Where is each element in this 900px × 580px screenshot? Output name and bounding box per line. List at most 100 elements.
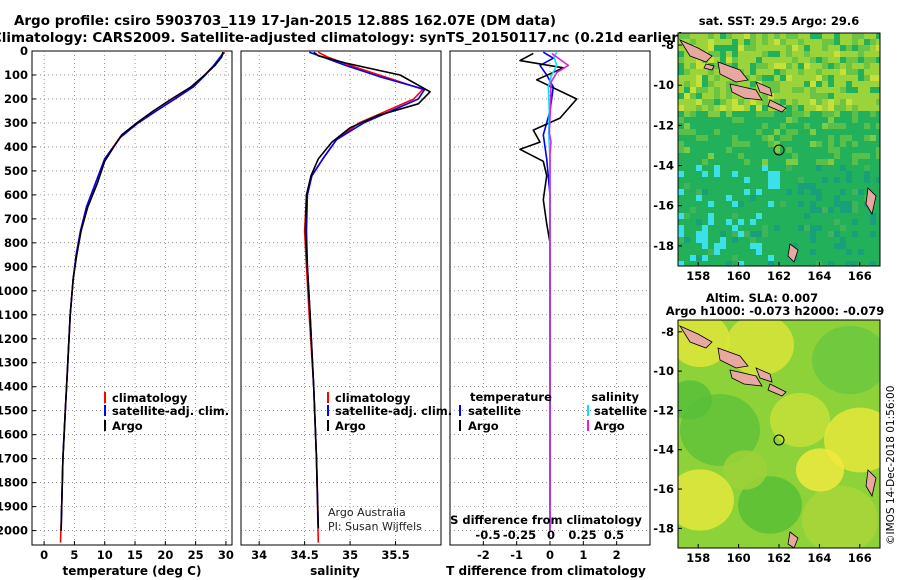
y-tick-label: 1000 xyxy=(0,284,28,298)
sst-cell xyxy=(858,87,864,93)
sst-cell xyxy=(852,261,858,266)
sst-cell xyxy=(696,69,702,75)
sst-cell xyxy=(768,87,774,93)
sst-cell xyxy=(852,75,858,81)
series-line-satellite-adj-clim- xyxy=(305,51,426,529)
sst-cell xyxy=(714,81,720,87)
sst-cell xyxy=(756,129,762,135)
sst-cell xyxy=(870,33,876,39)
sst-cell xyxy=(816,105,822,111)
sst-cell xyxy=(852,57,858,63)
sst-cell xyxy=(732,255,738,261)
salinity-plot-frame xyxy=(240,50,442,546)
sst-cell xyxy=(876,39,880,45)
sst-cell xyxy=(738,105,744,111)
sst-cell xyxy=(768,135,774,141)
sst-cell xyxy=(870,135,876,141)
sst-cell xyxy=(750,57,756,63)
sst-cell xyxy=(828,57,834,63)
sst-cell xyxy=(714,105,720,111)
sst-cell xyxy=(786,51,792,57)
sst-cell xyxy=(714,39,720,45)
sst-cell xyxy=(708,219,714,225)
sst-cell xyxy=(852,141,858,147)
sst-cell xyxy=(822,45,828,51)
sst-cell xyxy=(834,51,840,57)
sst-cell xyxy=(858,51,864,57)
island-shape xyxy=(703,63,715,71)
series-line-climatology xyxy=(59,51,226,543)
sst-cell xyxy=(846,177,852,183)
sst-cell xyxy=(792,129,798,135)
sst-cell xyxy=(834,147,840,153)
sst-cell xyxy=(834,63,840,69)
sst-cell xyxy=(720,81,726,87)
sst-cell xyxy=(816,69,822,75)
sst-cell xyxy=(756,75,762,81)
sst-cell xyxy=(786,69,792,75)
sst-cell xyxy=(870,111,876,117)
sst-cell xyxy=(840,63,846,69)
sla-field xyxy=(678,320,880,548)
sst-cell xyxy=(792,267,798,273)
sst-cell xyxy=(744,189,750,195)
sst-cell xyxy=(684,81,690,87)
sst-cell xyxy=(852,117,858,123)
sst-cell xyxy=(858,93,864,99)
sst-cell xyxy=(810,93,816,99)
sst-cell xyxy=(810,183,816,189)
sst-cell xyxy=(810,231,816,237)
sst-cell xyxy=(726,261,732,266)
sst-cell xyxy=(768,39,774,45)
sst-cell xyxy=(762,63,768,69)
sst-cell xyxy=(876,123,880,129)
sst-cell xyxy=(756,69,762,75)
sst-cell xyxy=(810,81,816,87)
sst-cell xyxy=(696,39,702,45)
sst-cell xyxy=(702,231,708,237)
sst-cell xyxy=(774,45,780,51)
sst-cell xyxy=(834,93,840,99)
sst-cell xyxy=(678,225,684,231)
lon-tick-label: 158 xyxy=(686,551,710,565)
y-tick-label: 500 xyxy=(4,164,28,178)
lon-tick-label: 162 xyxy=(767,269,791,283)
y-tick-label: 1500 xyxy=(0,404,28,418)
salinity-panel: 34 34.5 35 35.5 salinity climatology satell… xyxy=(240,50,452,578)
sst-cell xyxy=(864,93,870,99)
sst-cell xyxy=(720,99,726,105)
sst-cell xyxy=(768,261,774,266)
sst-cell xyxy=(696,189,702,195)
lat-tick-label: -16 xyxy=(653,199,674,213)
sst-cell xyxy=(714,69,720,75)
sst-cell xyxy=(678,141,684,147)
sst-cell xyxy=(738,261,744,266)
sst-cell xyxy=(822,177,828,183)
sst-cell xyxy=(714,63,720,69)
sst-cell xyxy=(834,105,840,111)
sst-cell xyxy=(780,45,786,51)
sst-cell xyxy=(708,111,714,117)
sst-cell xyxy=(684,147,690,153)
sst-cell xyxy=(690,93,696,99)
sst-cell xyxy=(792,117,798,123)
sst-cell xyxy=(876,75,880,81)
sst-cell xyxy=(816,51,822,57)
x-tick-label: 35 xyxy=(342,548,358,562)
sst-cell xyxy=(780,87,786,93)
sst-cell xyxy=(798,39,804,45)
sst-cell xyxy=(804,111,810,117)
s-diff-tick-label: -0.5 xyxy=(475,528,500,542)
sst-cell xyxy=(762,123,768,129)
salinity-series xyxy=(303,51,431,543)
sst-cell xyxy=(696,105,702,111)
sst-cell xyxy=(810,51,816,57)
sst-cell xyxy=(792,105,798,111)
sst-cell xyxy=(702,33,708,39)
sst-cell xyxy=(762,51,768,57)
sst-cell xyxy=(780,123,786,129)
sst-cell xyxy=(756,105,762,111)
sst-cell xyxy=(762,225,768,231)
s-diff-tick-label: 0.25 xyxy=(568,528,596,542)
sst-cell xyxy=(852,201,858,207)
